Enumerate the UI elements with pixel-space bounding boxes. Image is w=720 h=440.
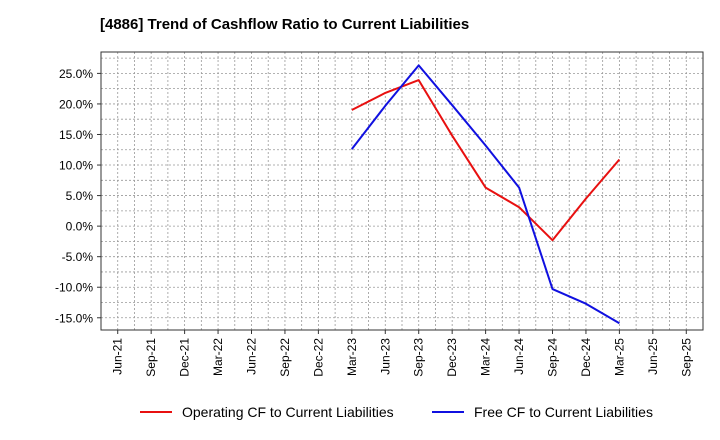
x-tick-label: Sep-23 bbox=[412, 338, 426, 377]
y-tick-label: 5.0% bbox=[66, 189, 94, 203]
x-tick-label: Sep-22 bbox=[278, 338, 292, 377]
x-tick-label: Jun-25 bbox=[646, 338, 660, 375]
y-tick-label: -15.0% bbox=[55, 311, 93, 325]
chart-title: [4886] Trend of Cashflow Ratio to Curren… bbox=[100, 16, 470, 33]
series-line-free-cf bbox=[351, 64, 620, 325]
y-tick-label: -5.0% bbox=[62, 250, 94, 264]
legend-label-operating-cf: Operating CF to Current Liabilities bbox=[182, 404, 394, 420]
legend-swatch-operating-cf bbox=[140, 411, 172, 413]
y-tick-label: -10.0% bbox=[55, 281, 93, 295]
x-tick-label: Jun-21 bbox=[111, 338, 125, 375]
x-tick-label: Jun-24 bbox=[512, 338, 526, 375]
legend-item-free-cf: Free CF to Current Liabilities bbox=[432, 404, 653, 420]
y-tick-label: 20.0% bbox=[59, 97, 93, 111]
x-tick-label: Mar-23 bbox=[345, 338, 359, 376]
series-line-operating-cf bbox=[351, 79, 621, 242]
x-tick-label: Jun-22 bbox=[245, 338, 259, 375]
x-tick-label: Dec-23 bbox=[445, 338, 459, 377]
x-tick-label: Jun-23 bbox=[378, 338, 392, 375]
x-tick-label: Dec-21 bbox=[178, 338, 192, 377]
x-tick-label: Sep-25 bbox=[679, 338, 693, 377]
x-tick-label: Mar-24 bbox=[479, 338, 493, 376]
x-tick-label: Sep-21 bbox=[144, 338, 158, 377]
x-tick-label: Dec-22 bbox=[311, 338, 325, 377]
plot-area bbox=[101, 52, 703, 330]
legend-label-free-cf: Free CF to Current Liabilities bbox=[474, 404, 653, 420]
y-tick-label: 0.0% bbox=[66, 220, 94, 234]
x-tick-label: Sep-24 bbox=[546, 338, 560, 377]
x-tick-label: Dec-24 bbox=[579, 338, 593, 377]
y-tick-label: 10.0% bbox=[59, 159, 93, 173]
y-tick-label: 25.0% bbox=[59, 67, 93, 81]
legend-swatch-free-cf bbox=[432, 411, 464, 413]
x-tick-label: Mar-25 bbox=[612, 338, 626, 376]
y-tick-label: 15.0% bbox=[59, 128, 93, 142]
plot-border bbox=[100, 51, 704, 331]
legend: Operating CF to Current Liabilities Free… bbox=[0, 404, 720, 426]
x-tick-label: Mar-22 bbox=[211, 338, 225, 376]
legend-item-operating-cf: Operating CF to Current Liabilities bbox=[140, 404, 394, 420]
